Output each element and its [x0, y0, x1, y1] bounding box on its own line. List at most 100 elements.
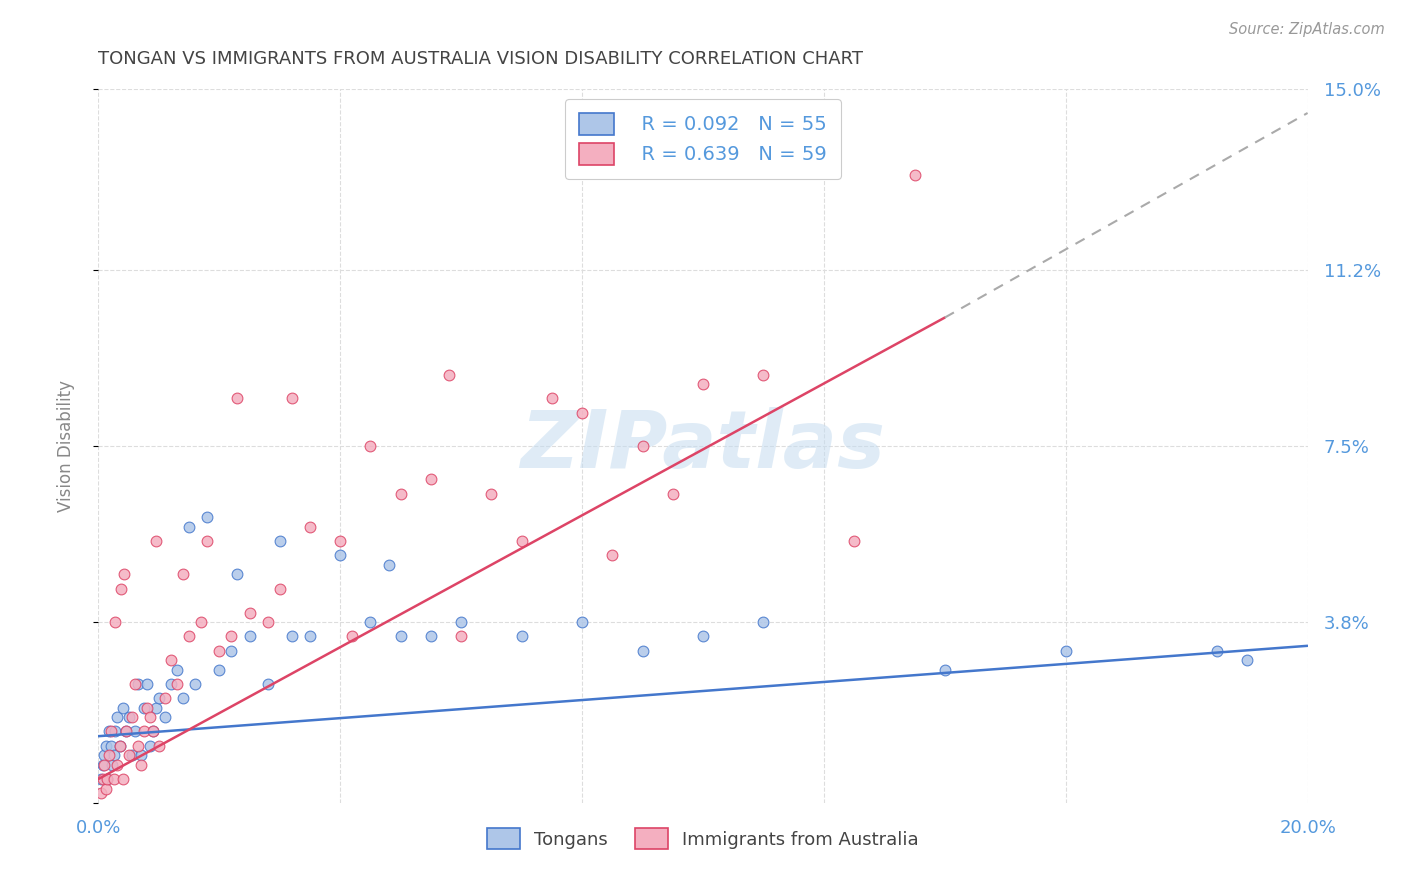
Point: [129, 757, 152, 772]
Point: [692, 629, 714, 643]
Point: [571, 615, 593, 629]
Point: [437, 368, 460, 382]
Point: [221, 643, 243, 657]
Point: [132, 724, 155, 739]
Point: [160, 677, 183, 691]
Point: [904, 168, 927, 182]
Point: [112, 567, 135, 582]
Point: [269, 534, 291, 549]
Point: [281, 629, 304, 643]
Point: [377, 558, 399, 572]
Point: [135, 700, 157, 714]
Point: [114, 724, 136, 739]
Point: [342, 629, 364, 643]
Point: [104, 615, 127, 629]
Point: [166, 677, 188, 691]
Point: [91, 757, 114, 772]
Point: [98, 724, 121, 739]
Point: [184, 677, 207, 691]
Point: [105, 757, 128, 772]
Point: [127, 677, 149, 691]
Text: TONGAN VS IMMIGRANTS FROM AUSTRALIA VISION DISABILITY CORRELATION CHART: TONGAN VS IMMIGRANTS FROM AUSTRALIA VISI…: [98, 50, 863, 68]
Point: [129, 748, 152, 763]
Point: [148, 739, 170, 753]
Point: [94, 781, 117, 796]
Point: [93, 748, 115, 763]
Point: [510, 534, 533, 549]
Point: [160, 653, 183, 667]
Point: [661, 486, 683, 500]
Point: [844, 534, 866, 549]
Point: [1054, 643, 1077, 657]
Point: [98, 748, 121, 763]
Point: [195, 534, 218, 549]
Point: [450, 629, 472, 643]
Point: [142, 724, 165, 739]
Point: [195, 510, 218, 524]
Point: [360, 615, 382, 629]
Point: [124, 677, 146, 691]
Point: [148, 691, 170, 706]
Point: [540, 392, 562, 406]
Point: [145, 534, 167, 549]
Point: [132, 700, 155, 714]
Point: [139, 739, 162, 753]
Point: [752, 368, 775, 382]
Point: [139, 710, 162, 724]
Point: [90, 772, 112, 786]
Point: [108, 739, 131, 753]
Point: [111, 772, 134, 786]
Point: [631, 643, 654, 657]
Point: [190, 615, 212, 629]
Point: [166, 663, 188, 677]
Point: [299, 629, 322, 643]
Point: [281, 392, 304, 406]
Point: [1236, 653, 1258, 667]
Point: [360, 439, 382, 453]
Point: [127, 739, 149, 753]
Point: [110, 582, 132, 596]
Point: [510, 629, 533, 643]
Point: [90, 786, 112, 800]
Point: [103, 748, 125, 763]
Point: [269, 582, 291, 596]
Point: [142, 724, 165, 739]
Point: [118, 748, 141, 763]
Point: [239, 629, 262, 643]
Point: [329, 549, 352, 563]
Point: [420, 472, 443, 486]
Y-axis label: Vision Disability: Vision Disability: [56, 380, 75, 512]
Point: [111, 700, 134, 714]
Text: Source: ZipAtlas.com: Source: ZipAtlas.com: [1229, 22, 1385, 37]
Point: [172, 691, 194, 706]
Point: [221, 629, 243, 643]
Point: [96, 772, 118, 786]
Point: [91, 772, 114, 786]
Point: [100, 757, 122, 772]
Point: [208, 663, 231, 677]
Point: [114, 724, 136, 739]
Point: [118, 710, 141, 724]
Point: [94, 739, 117, 753]
Point: [420, 629, 443, 643]
Point: [389, 629, 412, 643]
Point: [100, 724, 122, 739]
Point: [226, 567, 249, 582]
Point: [93, 757, 115, 772]
Point: [104, 724, 127, 739]
Point: [179, 629, 201, 643]
Point: [226, 392, 249, 406]
Point: [239, 606, 262, 620]
Point: [1206, 643, 1229, 657]
Point: [692, 377, 714, 392]
Point: [389, 486, 412, 500]
Point: [256, 677, 278, 691]
Point: [103, 772, 125, 786]
Point: [631, 439, 654, 453]
Point: [602, 549, 624, 563]
Point: [299, 520, 322, 534]
Point: [179, 520, 201, 534]
Point: [124, 724, 146, 739]
Point: [108, 739, 131, 753]
Point: [96, 772, 118, 786]
